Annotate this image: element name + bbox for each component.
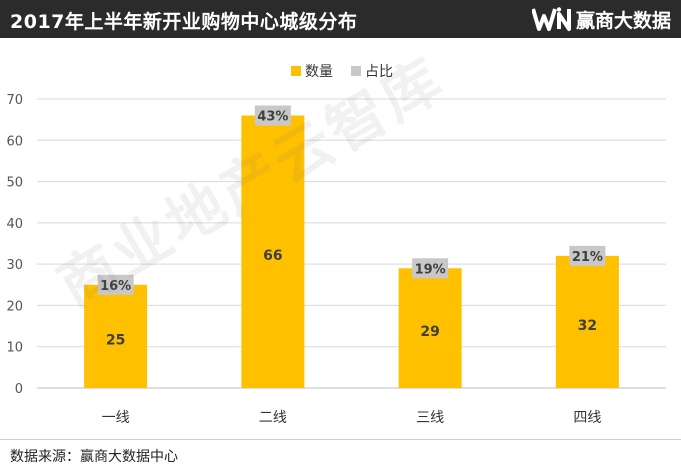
bar	[398, 268, 462, 388]
x-tick-label: 一线	[102, 410, 130, 426]
source-note: 数据来源：赢商大数据中心	[10, 449, 178, 465]
footer-divider	[0, 439, 681, 440]
bar	[84, 284, 148, 388]
bar	[555, 255, 619, 388]
y-tick-label: 30	[6, 258, 23, 273]
share-label-box	[569, 245, 606, 266]
bar	[241, 115, 305, 388]
share-label: 19%	[415, 262, 446, 277]
bar-value-label: 66	[263, 248, 282, 264]
bar-chart: 0 10 20 30 40 50 60 70 数量 占比 25 16% 一线 66 43% 二线 29 19% 三线…	[6, 64, 666, 426]
share-label-box	[254, 105, 291, 126]
y-tick-label: 50	[6, 176, 23, 191]
win-logo-icon	[531, 7, 571, 31]
legend-label-share: 占比	[365, 64, 393, 80]
legend-swatch-share	[351, 66, 361, 76]
y-tick-label: 10	[6, 341, 23, 356]
bar-value-label: 29	[420, 324, 439, 340]
share-label-box	[97, 274, 134, 295]
brand: 赢商大数据	[531, 5, 671, 33]
share-label-box	[412, 258, 449, 279]
share-label: 16%	[100, 279, 131, 294]
y-tick-label: 40	[6, 217, 23, 232]
y-tick-label: 60	[6, 134, 23, 149]
legend-label-count: 数量	[305, 64, 333, 80]
bar-value-label: 32	[578, 318, 597, 334]
brand-name: 赢商大数据	[575, 9, 671, 32]
y-tick-label: 20	[6, 299, 23, 314]
y-tick-label: 70	[6, 93, 23, 108]
chart-title: 2017年上半年新开业购物中心城级分布	[10, 11, 358, 33]
y-tick-label: 0	[15, 382, 23, 397]
share-label: 21%	[572, 250, 603, 265]
x-tick-label: 二线	[259, 410, 287, 426]
x-tick-label: 四线	[573, 410, 601, 426]
bar-value-label: 25	[106, 332, 125, 348]
header-bar: 2017年上半年新开业购物中心城级分布 赢商大数据	[0, 0, 681, 38]
legend-swatch-count	[291, 66, 301, 76]
x-tick-label: 三线	[416, 410, 444, 426]
share-label: 43%	[257, 110, 288, 125]
